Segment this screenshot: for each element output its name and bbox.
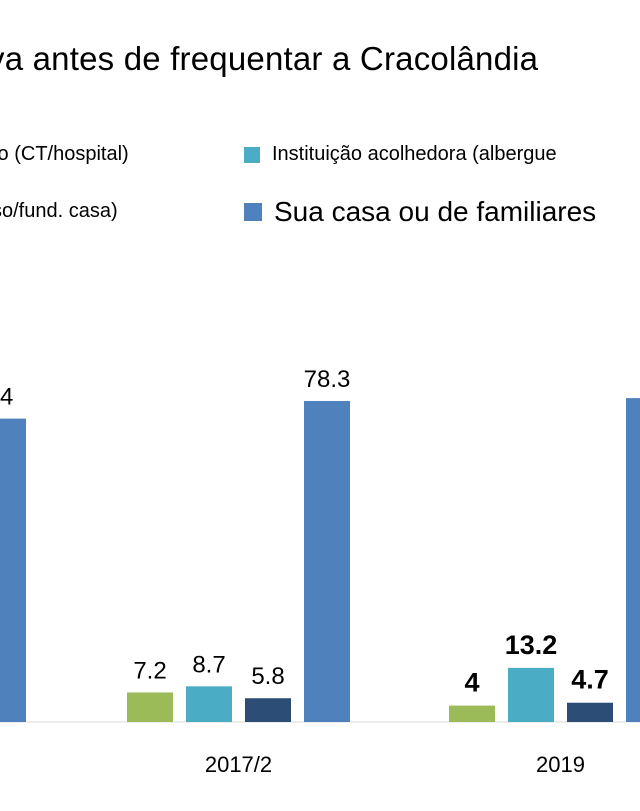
bar-2017-2-series-1	[186, 686, 232, 722]
category-label: 2019	[536, 752, 585, 777]
legend-label: so/fund. casa)	[0, 200, 118, 222]
legend-label: to (CT/hospital)	[0, 143, 129, 165]
bar-2019-series-0	[449, 705, 495, 722]
bar-2017-2-series-2	[245, 698, 291, 722]
value-label: 4.7	[571, 665, 609, 695]
legend-swatch	[244, 203, 262, 221]
bar-2019-series-3	[626, 398, 640, 722]
category-label: 2017/2	[205, 752, 272, 777]
legend-item-shelter: Instituição acolhedora (albergue	[244, 143, 557, 166]
value-label-partial-left: 74	[0, 384, 13, 411]
value-label: 78.3	[304, 366, 351, 393]
legend-item-prison: so/fund. casa)	[0, 200, 118, 223]
bar-2019-series-2	[567, 702, 613, 722]
legend-item-treatment: to (CT/hospital)	[0, 143, 129, 166]
legend-label: Sua casa ou de familiares	[274, 196, 597, 227]
value-label: 7.2	[133, 657, 166, 684]
legend-item-home: Sua casa ou de familiares	[244, 196, 596, 228]
value-label: 13.2	[505, 630, 558, 660]
bar-2017-2-series-3	[304, 400, 350, 722]
bar-2017-2-series-0	[127, 692, 173, 722]
value-label: 4	[464, 668, 479, 698]
chart-title: va antes de frequentar a Cracolândia	[0, 40, 539, 77]
value-label: 8.7	[192, 651, 225, 678]
bar-partial-left	[0, 418, 26, 722]
legend-swatch	[244, 146, 260, 163]
legend-label: Instituição acolhedora (albergue	[272, 143, 557, 165]
bar-2019-series-1	[508, 667, 554, 722]
value-label: 5.8	[251, 663, 284, 690]
